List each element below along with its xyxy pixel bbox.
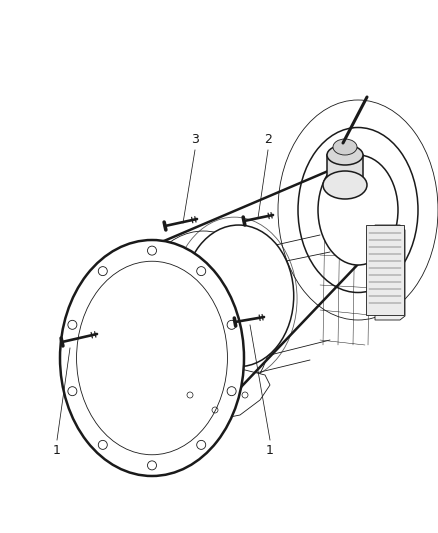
Ellipse shape: [333, 139, 357, 155]
Text: 1: 1: [266, 444, 274, 457]
Ellipse shape: [60, 240, 244, 476]
Polygon shape: [175, 368, 270, 420]
Circle shape: [68, 320, 77, 329]
Ellipse shape: [327, 145, 363, 165]
Text: 1: 1: [53, 444, 61, 457]
Circle shape: [68, 386, 77, 395]
Text: 2: 2: [264, 133, 272, 146]
Ellipse shape: [184, 225, 294, 367]
Ellipse shape: [323, 171, 367, 199]
Polygon shape: [375, 225, 405, 320]
Circle shape: [197, 440, 206, 449]
Text: 3: 3: [191, 133, 199, 146]
Circle shape: [242, 392, 248, 398]
Circle shape: [98, 266, 107, 276]
Circle shape: [227, 386, 236, 395]
Circle shape: [187, 392, 193, 398]
Bar: [366, 225, 404, 315]
Circle shape: [212, 407, 218, 413]
Circle shape: [197, 266, 206, 276]
Bar: [327, 155, 363, 185]
Ellipse shape: [318, 155, 398, 265]
Circle shape: [227, 320, 236, 329]
Circle shape: [148, 461, 156, 470]
Circle shape: [148, 246, 156, 255]
Circle shape: [98, 440, 107, 449]
